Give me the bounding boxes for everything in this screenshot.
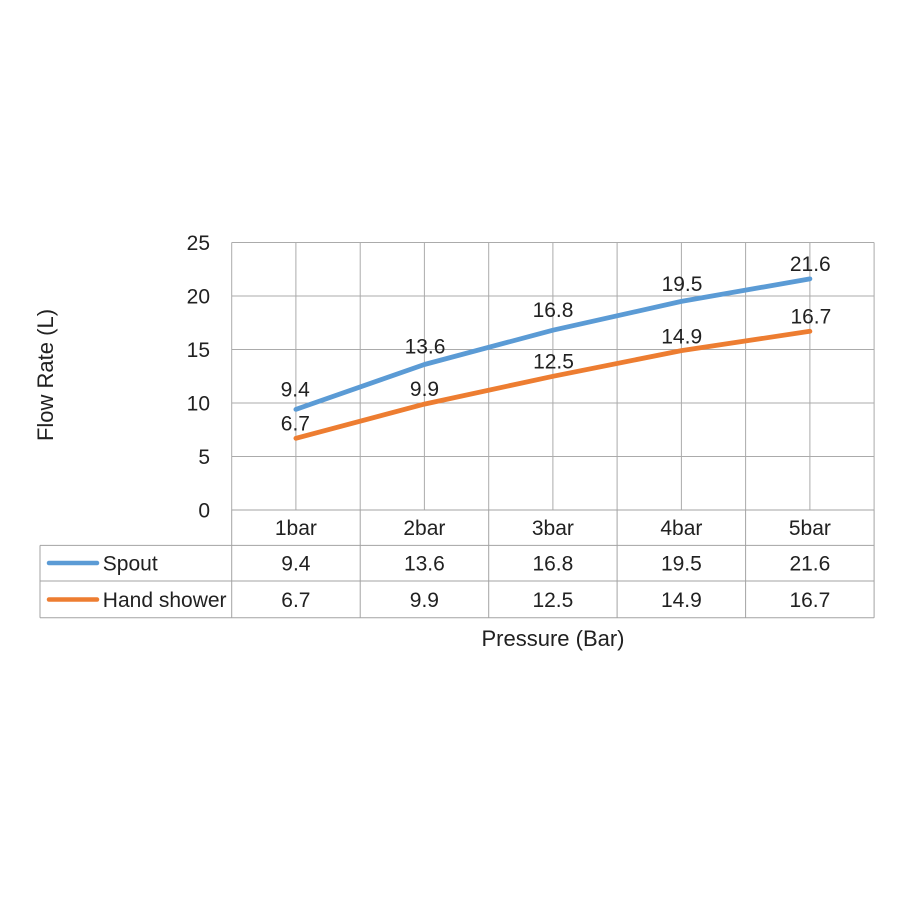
svg-text:5bar: 5bar [789, 517, 831, 540]
svg-text:Hand shower: Hand shower [103, 589, 227, 612]
svg-text:6.7: 6.7 [281, 589, 310, 612]
svg-text:20: 20 [187, 286, 210, 309]
svg-text:14.9: 14.9 [661, 589, 702, 612]
svg-text:4bar: 4bar [660, 517, 702, 540]
svg-text:12.5: 12.5 [533, 351, 574, 374]
svg-text:19.5: 19.5 [662, 273, 703, 296]
svg-text:21.6: 21.6 [790, 253, 831, 276]
svg-text:2bar: 2bar [403, 517, 445, 540]
svg-text:Spout: Spout [103, 553, 158, 576]
svg-text:15: 15 [187, 339, 210, 362]
svg-text:21.6: 21.6 [789, 553, 830, 576]
svg-text:16.7: 16.7 [790, 306, 831, 329]
svg-text:5: 5 [198, 446, 210, 469]
svg-text:13.6: 13.6 [405, 336, 446, 359]
svg-text:25: 25 [187, 232, 210, 255]
svg-text:19.5: 19.5 [661, 553, 702, 576]
svg-text:0: 0 [198, 500, 210, 523]
svg-text:1bar: 1bar [275, 517, 317, 540]
svg-text:16.8: 16.8 [532, 553, 573, 576]
svg-text:12.5: 12.5 [532, 589, 573, 612]
svg-text:6.7: 6.7 [281, 412, 310, 435]
svg-text:9.9: 9.9 [410, 589, 439, 612]
svg-text:Pressure (Bar): Pressure (Bar) [481, 626, 624, 651]
svg-text:14.9: 14.9 [661, 326, 702, 349]
svg-text:Flow Rate (L): Flow Rate (L) [33, 309, 58, 441]
svg-text:10: 10 [187, 393, 210, 416]
svg-text:16.8: 16.8 [533, 299, 574, 322]
svg-text:9.9: 9.9 [410, 378, 439, 401]
svg-text:9.4: 9.4 [281, 379, 311, 402]
svg-text:9.4: 9.4 [281, 553, 311, 576]
svg-text:16.7: 16.7 [789, 589, 830, 612]
svg-text:3bar: 3bar [532, 517, 574, 540]
svg-text:13.6: 13.6 [404, 553, 445, 576]
